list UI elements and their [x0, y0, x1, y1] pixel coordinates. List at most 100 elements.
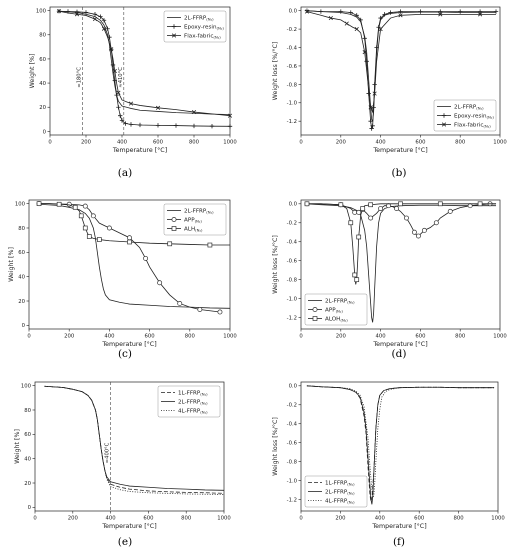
legend-box	[163, 10, 227, 43]
y-axis-label: Weight loss [%/°C]	[271, 417, 279, 476]
x-tick-label: 0	[299, 334, 303, 340]
y-tick-label: 20	[24, 481, 31, 487]
panel-label: (a)	[118, 167, 132, 179]
y-tick-label: 80	[24, 408, 31, 414]
data-point	[368, 118, 373, 124]
y-tick-label: -1.0	[287, 297, 298, 303]
y-tick-label: 60	[24, 432, 31, 438]
chart-panel-c: 0 200 400 600 800 1000 0 20 40 60 80 100 Temperature…	[8, 199, 237, 360]
data-point	[421, 227, 427, 233]
legend: 2L-FFRP(N₂) APP(N₂) ALOH(N₂)	[304, 293, 368, 326]
legend-box	[304, 475, 368, 508]
x-axis-label: Temperature [°C]	[372, 340, 427, 348]
legend-entry: 2L-FFRP(N₂)	[454, 105, 484, 111]
panel-label: (c)	[118, 348, 132, 360]
reference-line-label: ≈180°C	[76, 67, 82, 88]
panel-label: (b)	[392, 167, 407, 179]
data-point	[437, 201, 443, 207]
series-4l-ffrp	[44, 385, 225, 495]
legend-entry: 2L-FFRP(N₂)	[325, 299, 355, 305]
data-point	[209, 123, 215, 129]
data-point	[404, 215, 409, 221]
legend-entry: Flax-fabric(N₂)	[184, 34, 221, 40]
chart-panel-f: 0 200 400 600 800 1000 0.0 -0.2 -0.4 -0.6 -0.8 -1.0…	[271, 381, 505, 548]
data-point	[338, 9, 343, 14]
series-2l-ffrp	[306, 203, 497, 323]
legend-entry: 2L-FFRP(N₂)	[178, 400, 208, 406]
y-tick-label: 80	[39, 33, 46, 39]
data-point	[227, 124, 233, 129]
data-point	[197, 307, 203, 312]
y-tick-label: -0.6	[287, 441, 298, 447]
data-point	[74, 12, 80, 17]
legend-box	[157, 385, 221, 418]
y-tick-label: -0.8	[287, 82, 298, 88]
legend-marker	[171, 33, 177, 38]
legend-marker	[312, 316, 318, 321]
x-axis-label: Temperature [°C]	[112, 146, 167, 154]
data-point	[82, 203, 88, 209]
data-point	[378, 27, 383, 32]
data-point	[227, 113, 233, 118]
x-tick-label: 800	[455, 140, 466, 146]
data-point	[398, 13, 403, 18]
y-tick-label: 100	[36, 9, 47, 15]
legend: 2L-FFRP(N₂) APP(N₂) ALH(N₂)	[163, 203, 227, 236]
chart-panel-e: 0 200 400 600 800 1000 0 20 40 60 80 100 Temperature…	[14, 381, 231, 548]
x-tick-label: 0	[27, 334, 31, 340]
legend-entry: APP(N₂)	[184, 218, 202, 224]
x-tick-label: 0	[33, 516, 37, 522]
data-point	[372, 91, 377, 96]
data-point	[378, 15, 383, 21]
data-point	[157, 280, 163, 286]
panel-label: (f)	[393, 536, 405, 548]
data-point	[358, 17, 363, 23]
legend-entry: ALH(N₂)	[184, 227, 203, 233]
x-tick-label: 1000	[493, 140, 507, 146]
legend-entry: Epoxy-resin(N₂)	[184, 25, 224, 31]
y-tick-label: 100	[15, 202, 26, 208]
series-epoxy-resin	[56, 9, 233, 129]
x-tick-label: 200	[336, 140, 347, 146]
y-tick-label: -0.4	[287, 422, 298, 428]
data-point	[143, 255, 149, 261]
series-line	[44, 385, 225, 495]
data-point	[167, 241, 173, 247]
data-point	[114, 92, 119, 98]
series-2l-ffrp	[58, 10, 231, 115]
data-point	[344, 21, 349, 26]
data-point	[92, 16, 98, 22]
chart-panel-a: 0 200 400 600 800 1000 0 20 40 60 80 100 Temperature…	[29, 6, 237, 179]
data-point	[447, 208, 453, 214]
data-point	[398, 201, 403, 207]
data-point	[304, 201, 310, 207]
data-point	[110, 62, 116, 68]
data-point	[354, 277, 360, 283]
y-tick-label: -0.6	[287, 64, 298, 70]
data-point	[348, 220, 354, 226]
x-tick-label: 800	[185, 334, 196, 340]
x-tick-label: 1000	[223, 140, 237, 146]
data-point	[98, 14, 103, 19]
data-point	[36, 201, 42, 207]
y-axis-label: Weight [%]	[8, 247, 15, 282]
x-tick-label: 400	[375, 516, 386, 522]
data-point	[362, 50, 367, 55]
data-point	[74, 9, 80, 15]
series-flax-fabric	[56, 9, 233, 118]
x-tick-label: 1000	[223, 334, 237, 340]
y-tick-label: 20	[39, 105, 46, 111]
y-tick-label: -0.8	[287, 460, 298, 466]
data-point	[72, 204, 78, 210]
y-tick-label: -0.8	[287, 278, 298, 284]
y-tick-label: 0	[22, 323, 26, 329]
data-point	[116, 90, 121, 95]
data-point	[105, 26, 110, 31]
data-point	[352, 209, 358, 215]
data-point	[207, 242, 213, 248]
legend-entry: 4L-FFRP(N₂)	[325, 499, 355, 505]
legend-box	[433, 99, 497, 132]
data-point	[382, 12, 387, 17]
y-tick-label: 40	[39, 81, 46, 87]
x-tick-label: 800	[181, 516, 192, 522]
